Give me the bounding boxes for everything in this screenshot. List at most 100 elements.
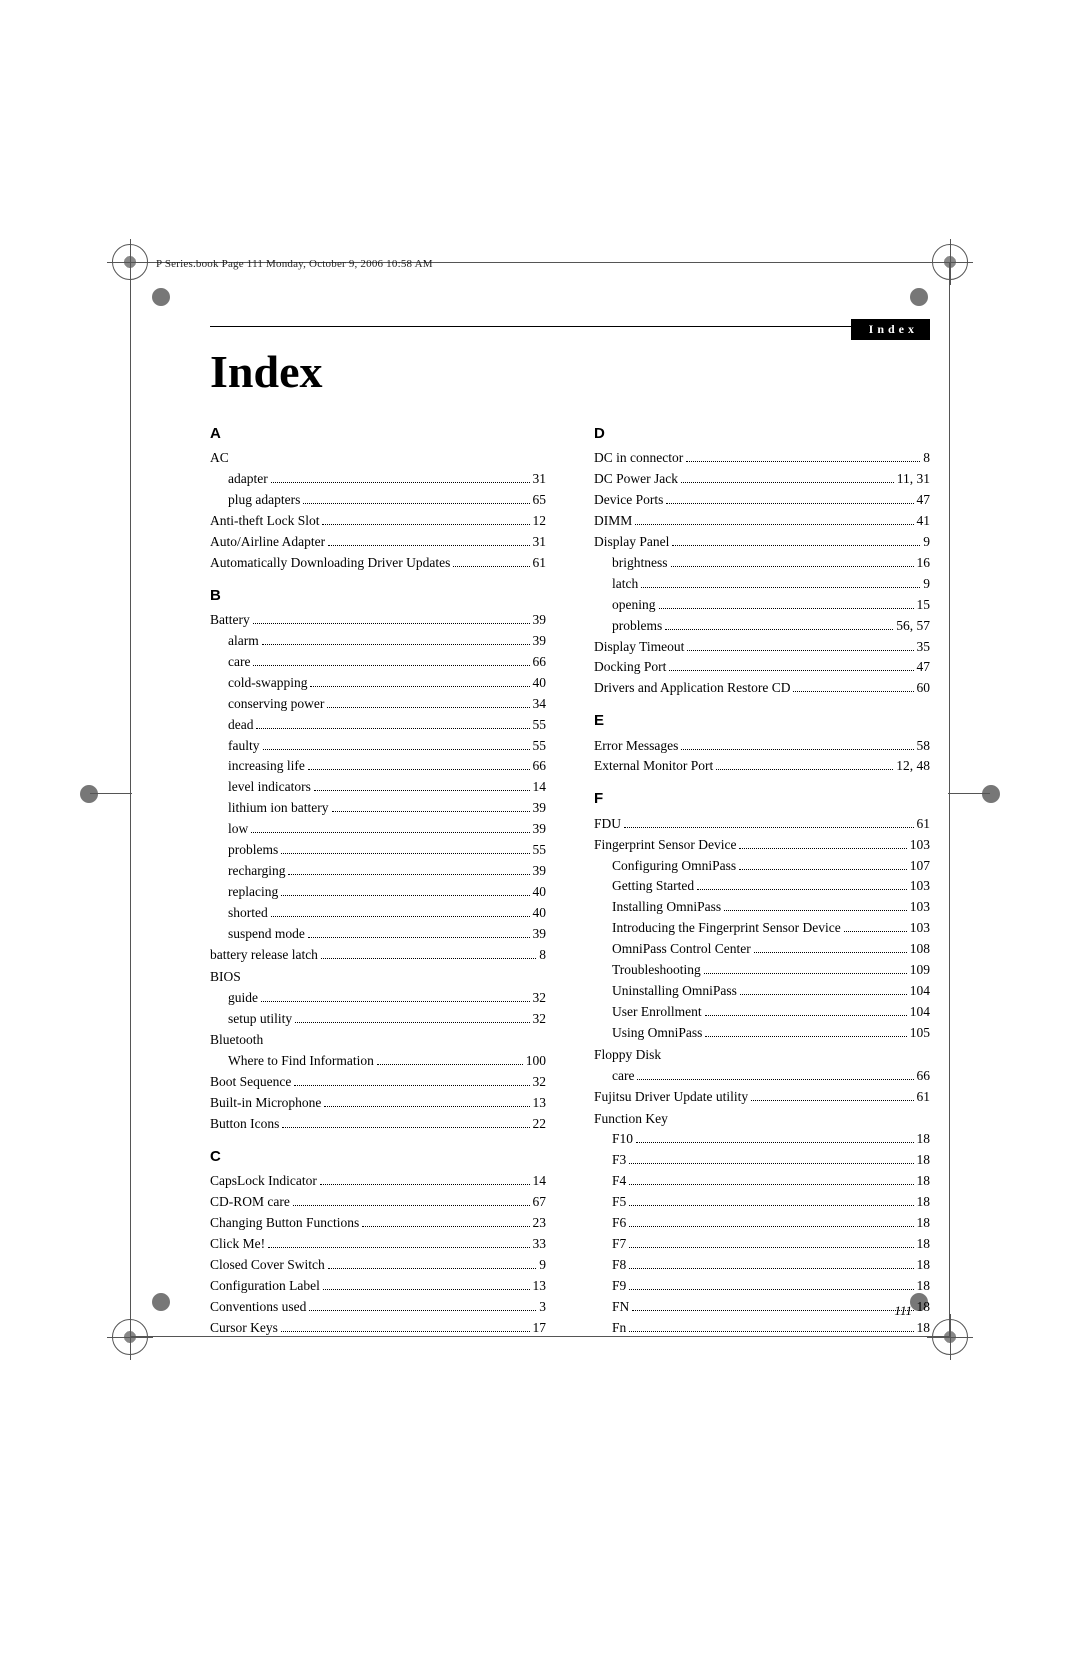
leader-dots (377, 1054, 523, 1066)
index-page-ref: 103 (910, 897, 930, 918)
frame-line (130, 262, 131, 1337)
index-entry: Getting Started103 (594, 876, 930, 897)
index-term: FN (612, 1297, 629, 1318)
index-term: latch (612, 574, 638, 595)
index-term: Drivers and Application Restore CD (594, 678, 790, 699)
index-entry: F1018 (594, 1129, 930, 1150)
index-entry: F918 (594, 1276, 930, 1297)
index-page-ref: 66 (533, 652, 547, 673)
index-entry: opening15 (594, 595, 930, 616)
index-term: care (228, 652, 250, 673)
index-term: Battery (210, 610, 250, 631)
index-term: Bluetooth (210, 1032, 263, 1047)
index-entry: F418 (594, 1171, 930, 1192)
index-page-ref: 40 (533, 882, 547, 903)
index-entry: Anti-theft Lock Slot12 (210, 511, 546, 532)
index-page-ref: 39 (533, 610, 547, 631)
leader-dots (321, 947, 536, 959)
index-page-ref: 12, 48 (896, 756, 930, 777)
index-page-ref: 18 (917, 1192, 931, 1213)
leader-dots (268, 1236, 529, 1248)
leader-dots (322, 513, 529, 525)
index-entry: F718 (594, 1234, 930, 1255)
index-term: Introducing the Fingerprint Sensor Devic… (612, 918, 841, 939)
index-term: Click Me! (210, 1234, 265, 1255)
index-page-ref: 13 (533, 1093, 547, 1114)
index-term: CD-ROM care (210, 1192, 290, 1213)
index-term: F6 (612, 1213, 626, 1234)
leader-dots (324, 1095, 529, 1107)
index-entry: Closed Cover Switch9 (210, 1255, 546, 1276)
leader-dots (641, 576, 920, 588)
index-entry: AC (210, 448, 546, 469)
leader-dots (309, 1299, 536, 1311)
leader-dots (635, 513, 913, 525)
index-term: CapsLock Indicator (210, 1171, 317, 1192)
leader-dots (637, 1068, 913, 1080)
index-term: brightness (612, 553, 668, 574)
index-term: Where to Find Information (228, 1051, 374, 1072)
leader-dots (629, 1174, 913, 1186)
index-entry: Cursor Keys17 (210, 1318, 546, 1339)
leader-dots (294, 1075, 529, 1087)
index-term: Fingerprint Sensor Device (594, 835, 736, 856)
index-term: plug adapters (228, 490, 300, 511)
leader-dots (665, 618, 893, 630)
index-entry: Bluetooth (210, 1030, 546, 1051)
leader-dots (629, 1215, 913, 1227)
index-page-ref: 18 (917, 1213, 931, 1234)
index-term: setup utility (228, 1009, 292, 1030)
index-term: guide (228, 988, 258, 1009)
index-term: Configuring OmniPass (612, 856, 736, 877)
index-entry: suspend mode39 (210, 924, 546, 945)
index-page-ref: 67 (533, 1192, 547, 1213)
index-page-ref: 13 (533, 1276, 547, 1297)
index-entry: Button Icons22 (210, 1114, 546, 1135)
leader-dots (281, 1320, 530, 1332)
leader-dots (629, 1236, 913, 1248)
index-term: Anti-theft Lock Slot (210, 511, 319, 532)
index-term: Configuration Label (210, 1276, 320, 1297)
side-mark-icon (152, 1293, 170, 1311)
index-entry: recharging39 (210, 861, 546, 882)
index-page-ref: 66 (917, 1066, 931, 1087)
index-entry: battery release latch8 (210, 945, 546, 966)
index-term: F9 (612, 1276, 626, 1297)
index-page-ref: 47 (917, 490, 931, 511)
index-term: problems (612, 616, 662, 637)
index-term: problems (228, 840, 278, 861)
index-entry: Error Messages58 (594, 736, 930, 757)
index-term: level indicators (228, 777, 311, 798)
index-entry: Where to Find Information100 (210, 1051, 546, 1072)
index-entry: Auto/Airline Adapter31 (210, 532, 546, 553)
index-page-ref: 15 (917, 595, 931, 616)
index-page-ref: 18 (917, 1297, 931, 1318)
index-entry: low39 (210, 819, 546, 840)
index-page-ref: 31 (533, 469, 547, 490)
leader-dots (697, 879, 907, 891)
index-entry: FDU61 (594, 814, 930, 835)
side-mark-icon (152, 288, 170, 306)
index-page-ref: 61 (917, 1087, 931, 1108)
index-page-ref: 104 (910, 1002, 930, 1023)
index-entry: Troubleshooting109 (594, 960, 930, 981)
leader-dots (669, 660, 913, 672)
index-term: conserving power (228, 694, 324, 715)
leader-dots (293, 1194, 530, 1206)
leader-dots (328, 534, 529, 546)
index-page-ref: 41 (917, 511, 931, 532)
index-page-ref: 55 (533, 840, 547, 861)
leader-dots (251, 821, 529, 833)
index-page-ref: 108 (910, 939, 930, 960)
index-term: Using OmniPass (612, 1023, 702, 1044)
index-term: dead (228, 715, 253, 736)
index-entry: adapter31 (210, 469, 546, 490)
index-term: F7 (612, 1234, 626, 1255)
index-letter-head: F (594, 787, 930, 810)
index-term: External Monitor Port (594, 756, 713, 777)
index-page-ref: 104 (910, 981, 930, 1002)
index-entry: F818 (594, 1255, 930, 1276)
index-page-ref: 31 (533, 532, 547, 553)
index-term: increasing life (228, 756, 305, 777)
index-entry: Click Me!33 (210, 1234, 546, 1255)
